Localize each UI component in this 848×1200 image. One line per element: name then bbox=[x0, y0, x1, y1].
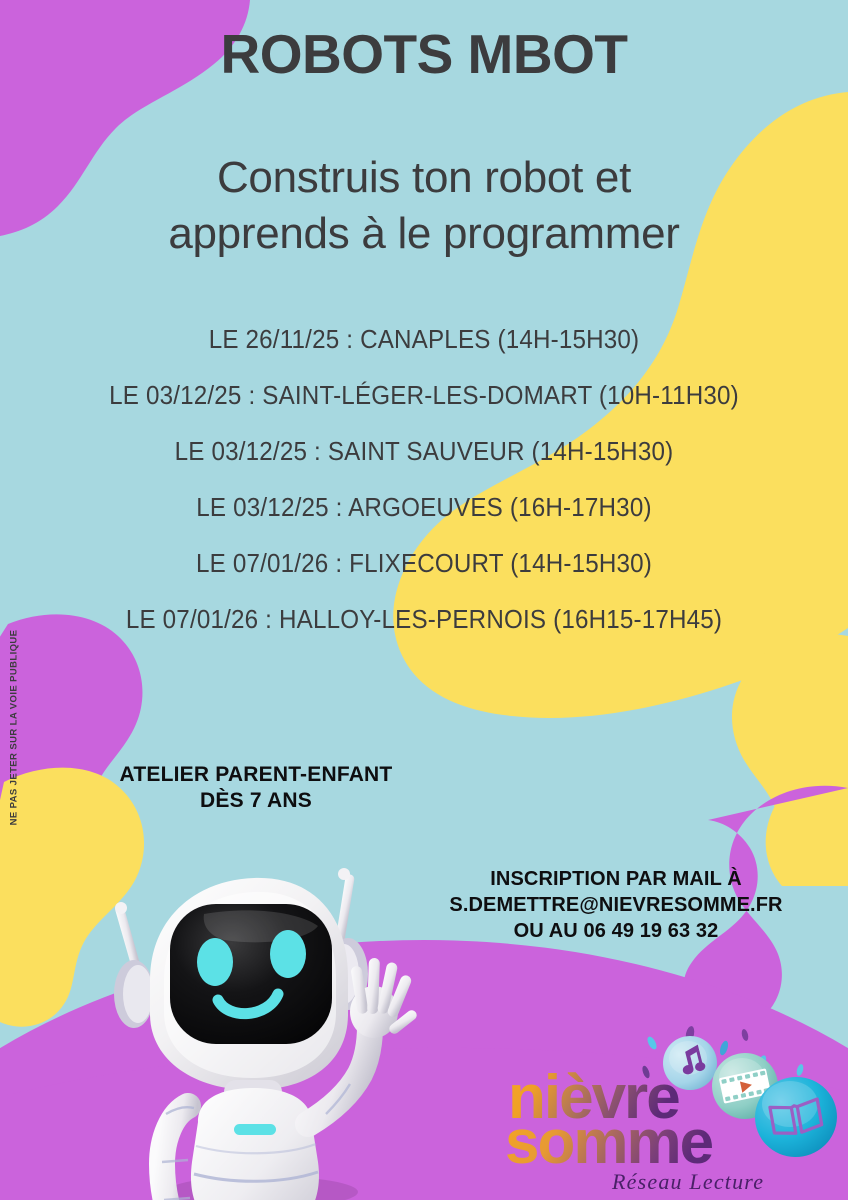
audience-line-1: ATELIER PARENT-ENFANT bbox=[119, 763, 393, 786]
logo-icon-cluster bbox=[642, 1026, 837, 1158]
session-text: LE 26/11/25 : CANAPLES (14H-15H30) bbox=[208, 324, 640, 354]
subtitle: Construis ton robot et apprends à le pro… bbox=[0, 150, 848, 263]
contact-line-1: INSCRIPTION PAR MAIL À bbox=[490, 868, 742, 890]
legal-notice: NE PAS JETER SUR LA VOIE PUBLIQUE bbox=[8, 629, 20, 826]
session-text: LE 07/01/26 : FLIXECOURT (14H-15H30) bbox=[195, 548, 653, 578]
robot-chest-light bbox=[234, 1124, 276, 1135]
audience-line-2: DÈS 7 ANS bbox=[200, 789, 312, 813]
list-item: LE 03/12/25 : SAINT-LÉGER-LES-DOMART (10… bbox=[30, 382, 819, 438]
audience-note: ATELIER PARENT-ENFANT DÈS 7 ANS bbox=[96, 762, 416, 815]
svg-text:Réseau Lecture: Réseau Lecture bbox=[611, 1169, 764, 1194]
list-item: LE 03/12/25 : SAINT SAUVEUR (14H-15H30) bbox=[30, 438, 819, 494]
nievre-somme-logo: nièvre somme Réseau Lecture bbox=[505, 1063, 764, 1194]
music-note-icon bbox=[663, 1036, 717, 1090]
list-item: LE 26/11/25 : CANAPLES (14H-15H30) bbox=[30, 326, 819, 382]
session-list: LE 26/11/25 : CANAPLES (14H-15H30) LE 03… bbox=[0, 326, 848, 662]
subtitle-line-2: apprends à le programmer bbox=[168, 209, 680, 259]
session-text: LE 07/01/26 : HALLOY-LES-PERNOIS (16H15-… bbox=[125, 604, 723, 634]
session-text: LE 03/12/25 : SAINT SAUVEUR (14H-15H30) bbox=[174, 436, 674, 466]
svg-text:somme: somme bbox=[505, 1108, 713, 1177]
session-text: LE 03/12/25 : ARGOEUVES (16H-17H30) bbox=[196, 492, 652, 522]
robot-eye-left bbox=[197, 938, 233, 986]
mbot-robot-mascot bbox=[114, 868, 417, 1200]
robot-eye-right bbox=[270, 930, 306, 978]
session-text: LE 03/12/25 : SAINT-LÉGER-LES-DOMART (10… bbox=[109, 380, 739, 410]
list-item: LE 07/01/26 : HALLOY-LES-PERNOIS (16H15-… bbox=[30, 606, 819, 662]
list-item: LE 03/12/25 : ARGOEUVES (16H-17H30) bbox=[30, 494, 819, 550]
list-item: LE 07/01/26 : FLIXECOURT (14H-15H30) bbox=[30, 550, 819, 606]
contact-phone: OU AU 06 49 19 63 32 bbox=[513, 920, 719, 942]
contact-block: INSCRIPTION PAR MAIL À S.DEMETTRE@NIEVRE… bbox=[406, 866, 826, 944]
page-title: ROBOTS MBOT bbox=[220, 23, 628, 85]
svg-text:nièvre: nièvre bbox=[508, 1063, 679, 1132]
robot-smile bbox=[212, 988, 284, 1019]
contact-email: S.DEMETTRE@NIEVRESOMME.FR bbox=[449, 894, 783, 916]
subtitle-line-1: Construis ton robot et bbox=[216, 153, 632, 202]
open-book-icon bbox=[755, 1076, 837, 1158]
